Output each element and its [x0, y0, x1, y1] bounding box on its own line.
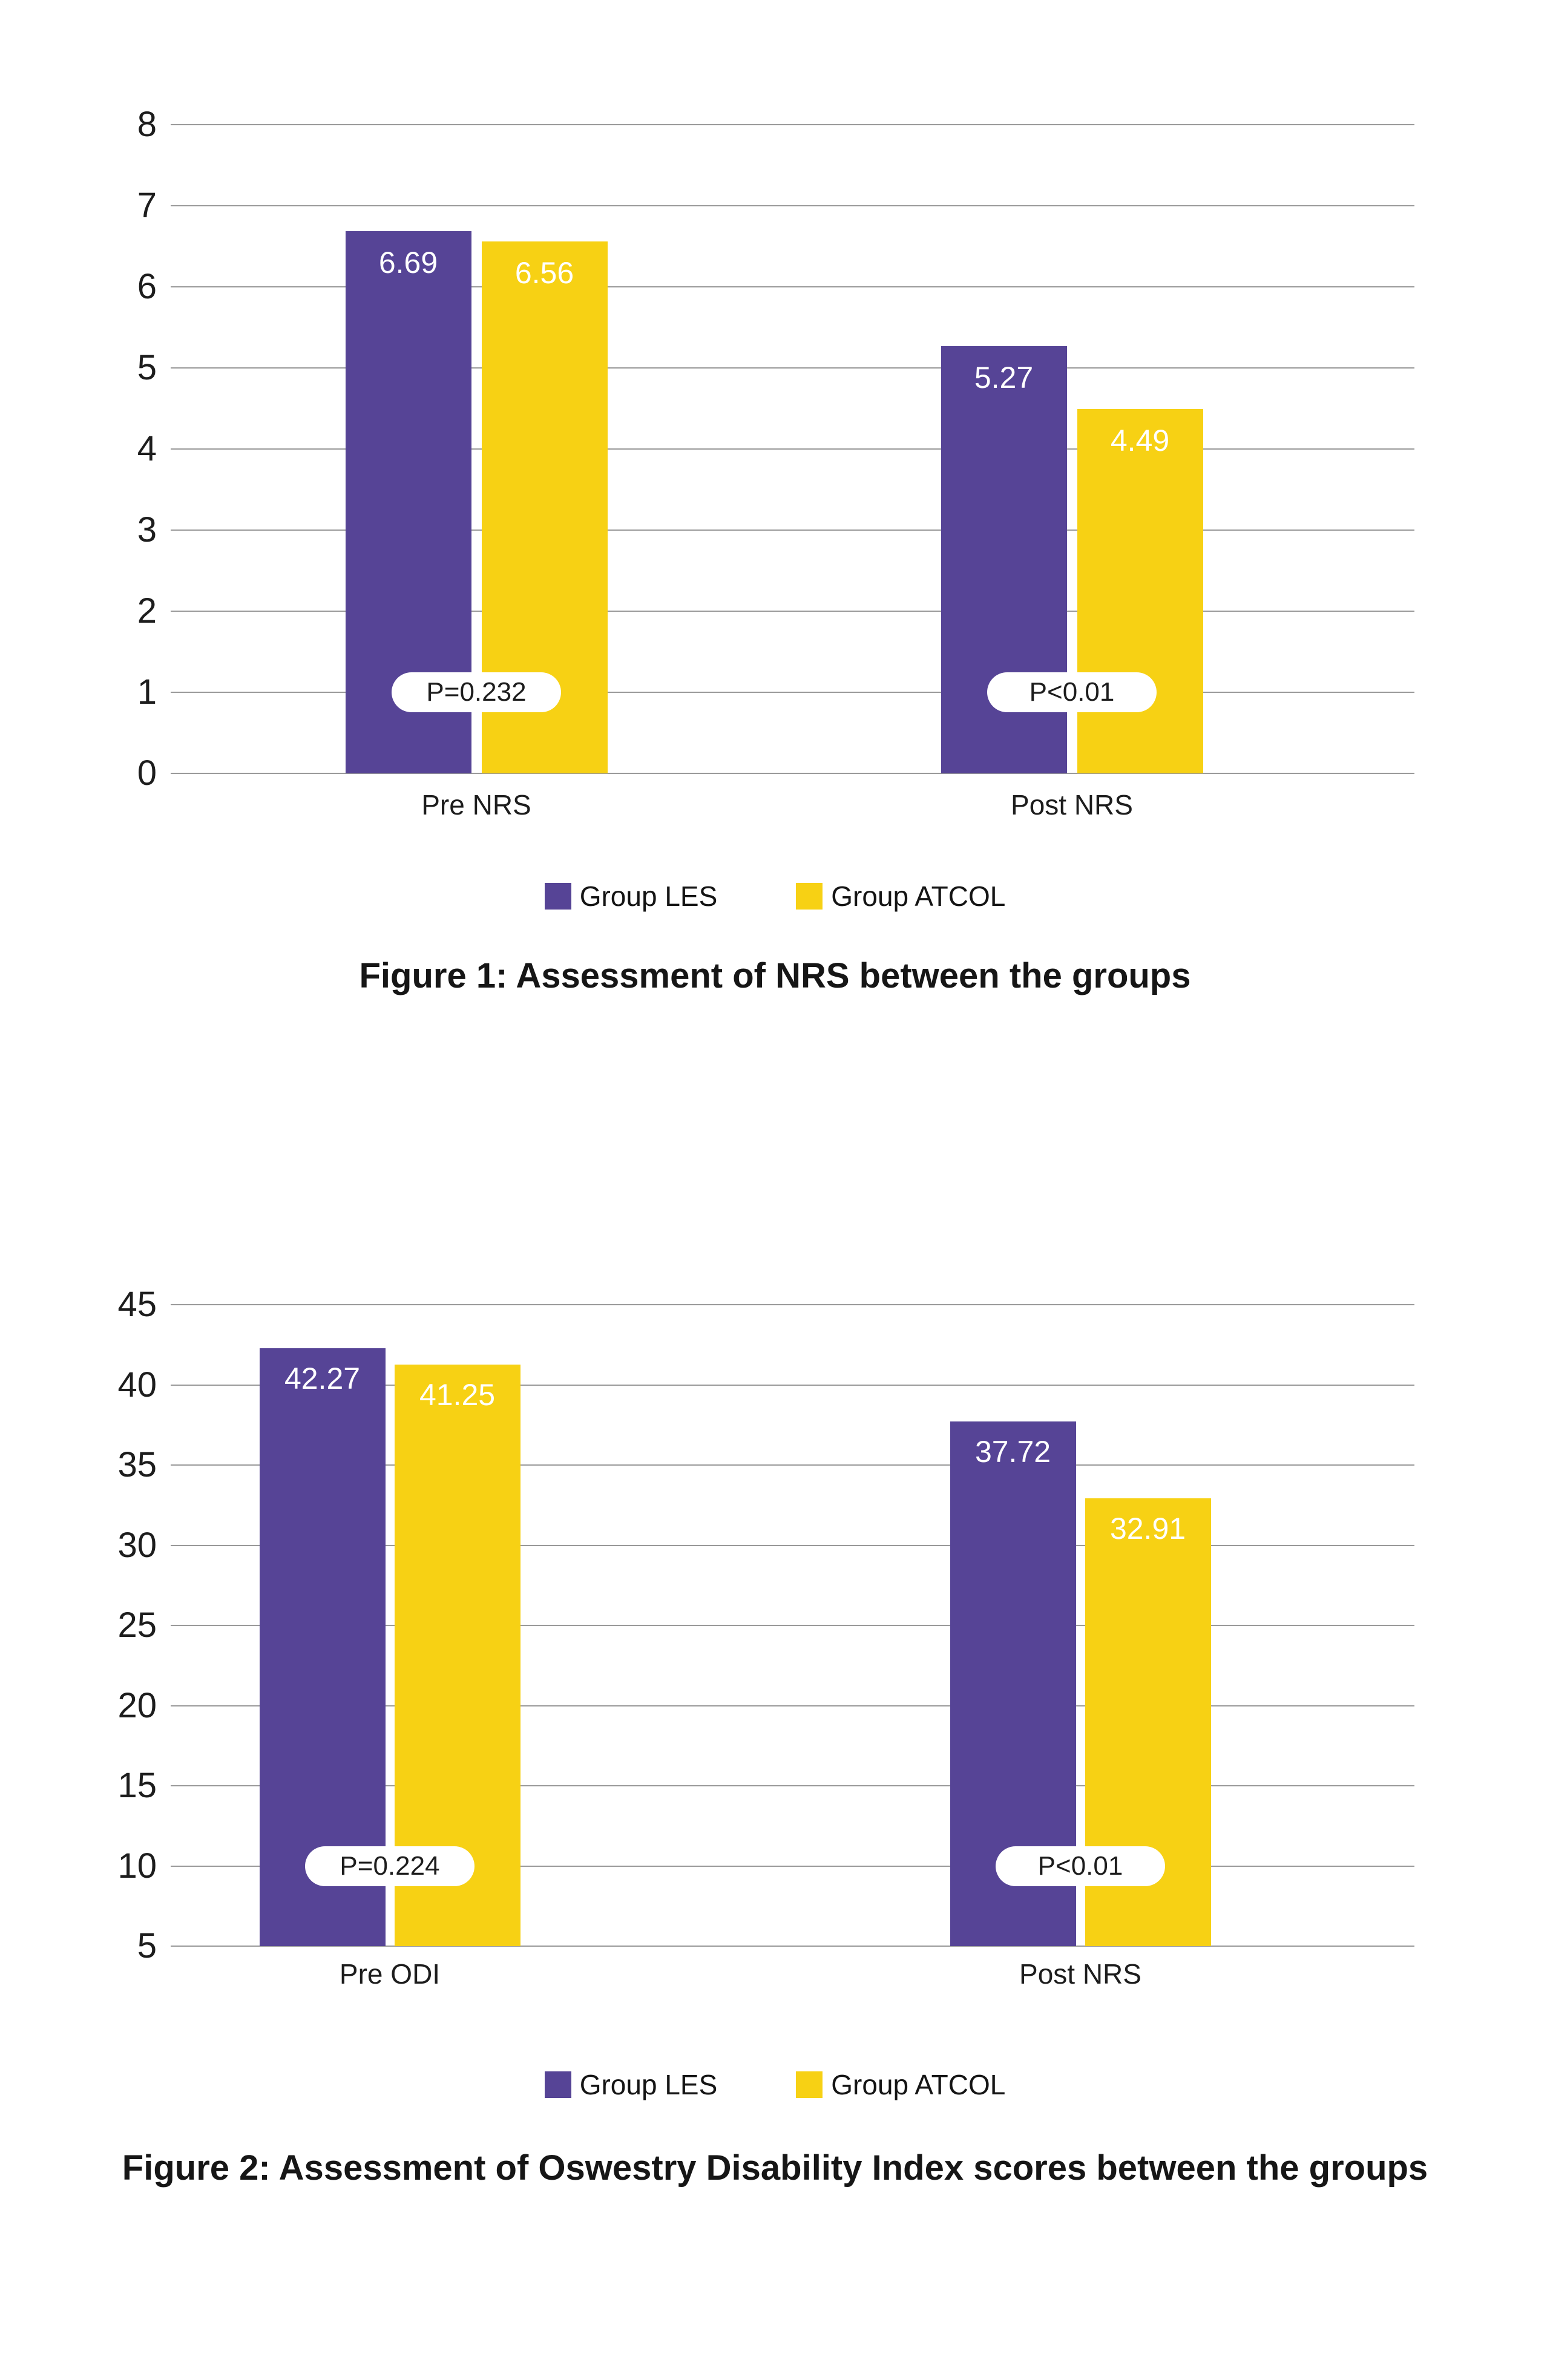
p-value-pill: P<0.01: [987, 672, 1157, 712]
y-axis-tick-label: 8: [137, 105, 157, 144]
y-axis-tick-label: 15: [117, 1766, 157, 1805]
y-axis-tick-label: 35: [117, 1445, 157, 1484]
legend-item-group-atcol: Group ATCOL: [796, 2071, 1005, 2099]
p-value-pill: P<0.01: [996, 1846, 1165, 1886]
x-axis-category-label: Post NRS: [1011, 789, 1133, 821]
y-axis-tick-label: 30: [117, 1525, 157, 1565]
legend-label-group-les: Group LES: [579, 880, 718, 912]
y-axis-tick-label: 5: [137, 348, 157, 387]
y-gridline: [171, 1304, 1414, 1305]
group-atcol-swatch-icon: [796, 883, 823, 910]
legend-item-group-les: Group LES: [544, 2069, 718, 2100]
y-axis-tick-label: 40: [117, 1365, 157, 1405]
y-gridline: [171, 124, 1414, 125]
figure-2-legend: Group LES Group ATCOL: [0, 2071, 1550, 2099]
y-gridline: [171, 367, 1414, 369]
p-value-pill: P=0.232: [392, 672, 561, 712]
y-gridline: [171, 1785, 1414, 1786]
y-gridline: [171, 1946, 1414, 1947]
y-axis-tick-label: 25: [117, 1605, 157, 1645]
bar-value-label: 32.91: [1109, 1512, 1186, 1546]
y-axis-tick-label: 45: [117, 1285, 157, 1324]
x-axis-category-label: Post NRS: [1019, 1958, 1141, 1990]
bar-value-label: 6.69: [378, 245, 438, 280]
group-atcol-swatch-icon: [796, 2071, 823, 2098]
y-axis-tick-label: 20: [117, 1685, 157, 1725]
bar-group-atcol: [1077, 409, 1203, 773]
y-gridline: [171, 1384, 1414, 1386]
bar-value-label: 42.27: [284, 1362, 361, 1396]
y-axis-tick-label: 2: [137, 591, 157, 631]
legend-item-group-atcol: Group ATCOL: [796, 882, 1005, 910]
figure-2-caption: Figure 2: Assessment of Oswestry Disabil…: [122, 2148, 1428, 2188]
y-gridline: [171, 773, 1414, 774]
y-gridline: [171, 205, 1414, 206]
y-gridline: [171, 611, 1414, 612]
y-axis-tick-label: 3: [137, 510, 157, 549]
figure-1-legend: Group LES Group ATCOL: [0, 882, 1550, 910]
y-axis-tick-label: 4: [137, 429, 157, 468]
bar-value-label: 4.49: [1110, 424, 1170, 458]
legend-label-group-atcol: Group ATCOL: [831, 2069, 1006, 2100]
legend-item-group-les: Group LES: [544, 880, 718, 912]
y-axis-tick-label: 7: [137, 186, 157, 225]
y-gridline: [171, 1625, 1414, 1626]
bar-value-label: 5.27: [974, 360, 1034, 395]
y-gridline: [171, 286, 1414, 287]
p-value-pill: P=0.224: [305, 1846, 475, 1886]
y-axis-tick-label: 5: [137, 1926, 157, 1965]
bar-value-label: 37.72: [974, 1434, 1051, 1469]
y-gridline: [171, 1464, 1414, 1466]
bar-value-label: 41.25: [419, 1378, 496, 1412]
group-les-swatch-icon: [544, 883, 571, 910]
y-axis-tick-label: 6: [137, 267, 157, 306]
figure-1-caption: Figure 1: Assessment of NRS between the …: [359, 956, 1191, 995]
y-gridline: [171, 448, 1414, 450]
y-gridline: [171, 692, 1414, 693]
y-axis-tick-label: 0: [137, 753, 157, 793]
x-axis-category-label: Pre ODI: [339, 1958, 441, 1990]
y-gridline: [171, 1705, 1414, 1706]
y-gridline: [171, 1865, 1414, 1867]
bar-value-label: 6.56: [514, 255, 574, 290]
x-axis-category-label: Pre NRS: [421, 789, 531, 821]
y-gridline: [171, 529, 1414, 531]
group-les-swatch-icon: [544, 2071, 571, 2098]
legend-label-group-atcol: Group ATCOL: [831, 880, 1006, 912]
legend-label-group-les: Group LES: [579, 2069, 718, 2100]
y-axis-tick-label: 1: [137, 672, 157, 712]
y-gridline: [171, 1544, 1414, 1546]
y-axis-tick-label: 10: [117, 1846, 157, 1886]
